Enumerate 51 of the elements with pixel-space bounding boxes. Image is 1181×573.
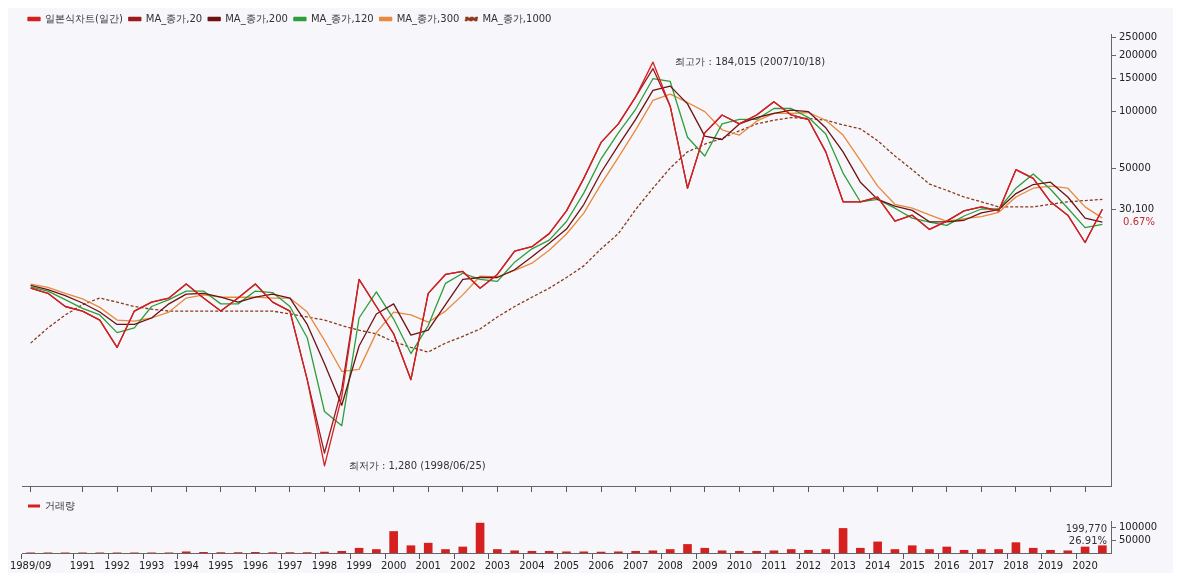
x-tick-label: 2003 [484, 559, 511, 571]
x-tick-label: 2020 [1072, 559, 1098, 571]
x-tick-label: 2015 [899, 559, 925, 571]
x-tick-label: 2018 [1003, 559, 1029, 571]
x-tick-label: 1997 [277, 559, 303, 571]
x-tick-label: 2010 [726, 559, 753, 571]
x-tick-label: 1991 [69, 559, 96, 571]
x-tick-label: 1996 [242, 559, 269, 571]
x-tick-label: 1992 [104, 559, 130, 571]
legend-label: MA_종가,20 [145, 12, 203, 25]
x-tick-label: 1999 [346, 559, 372, 571]
x-tick-label: 1989/09 [9, 559, 52, 571]
text: 0.67% [1123, 215, 1155, 227]
legend-label: 거래량 [45, 499, 75, 511]
legend-label: MA_종가,200 [225, 12, 288, 25]
y-tick-label: 100000 [1119, 521, 1158, 533]
x-tick-label: 2002 [450, 559, 476, 571]
y-tick-label: 250000 [1119, 30, 1158, 42]
x-tick-label: 2012 [795, 559, 822, 571]
legend-label: MA_종가,300 [396, 12, 460, 25]
x-tick-label: 2013 [830, 559, 856, 571]
x-tick-label: 2008 [657, 559, 683, 571]
annotation: 199,770 [1065, 522, 1107, 534]
x-tick-label: 2006 [588, 559, 614, 571]
annotation: 최저가 : 1,280 (1998/06/25) [348, 459, 486, 471]
legend-label: MA_종가,1000 [482, 12, 552, 25]
y-tick-label: 150000 [1119, 72, 1158, 84]
x-tick-label: 2007 [622, 559, 649, 571]
x-tick-label: 2011 [761, 559, 787, 571]
x-tick-label: 2014 [864, 559, 891, 571]
y-tick-label: 200000 [1119, 48, 1158, 60]
legend-label: MA_종가,120 [310, 12, 374, 25]
x-tick-label: 2016 [934, 559, 960, 571]
annotation: 최고가 : 184,015 (2007/10/18) [675, 55, 826, 67]
x-tick-label: 2004 [519, 559, 545, 571]
x-tick-label: 2005 [553, 559, 580, 571]
x-tick-label: 2017 [968, 559, 995, 571]
y-tick-label: 50000 [1119, 533, 1151, 545]
x-tick-label: 2001 [415, 559, 441, 571]
y-tick-label: 50000 [1119, 161, 1151, 173]
y-tick-label: 30,100 [1119, 202, 1154, 214]
x-tick-label: 2009 [692, 559, 718, 571]
x-tick-label: 1994 [173, 559, 199, 571]
x-tick-label: 2019 [1037, 559, 1064, 571]
y-tick-label: 100000 [1119, 105, 1158, 117]
x-tick-label: 1993 [138, 559, 165, 571]
x-tick-label: 1995 [208, 559, 234, 571]
x-tick-label: 1998 [311, 559, 338, 571]
annotation: 26.91% [1068, 534, 1107, 546]
legend-label: 일본식차트(일간) [45, 12, 123, 24]
x-tick-label: 2000 [380, 559, 407, 571]
